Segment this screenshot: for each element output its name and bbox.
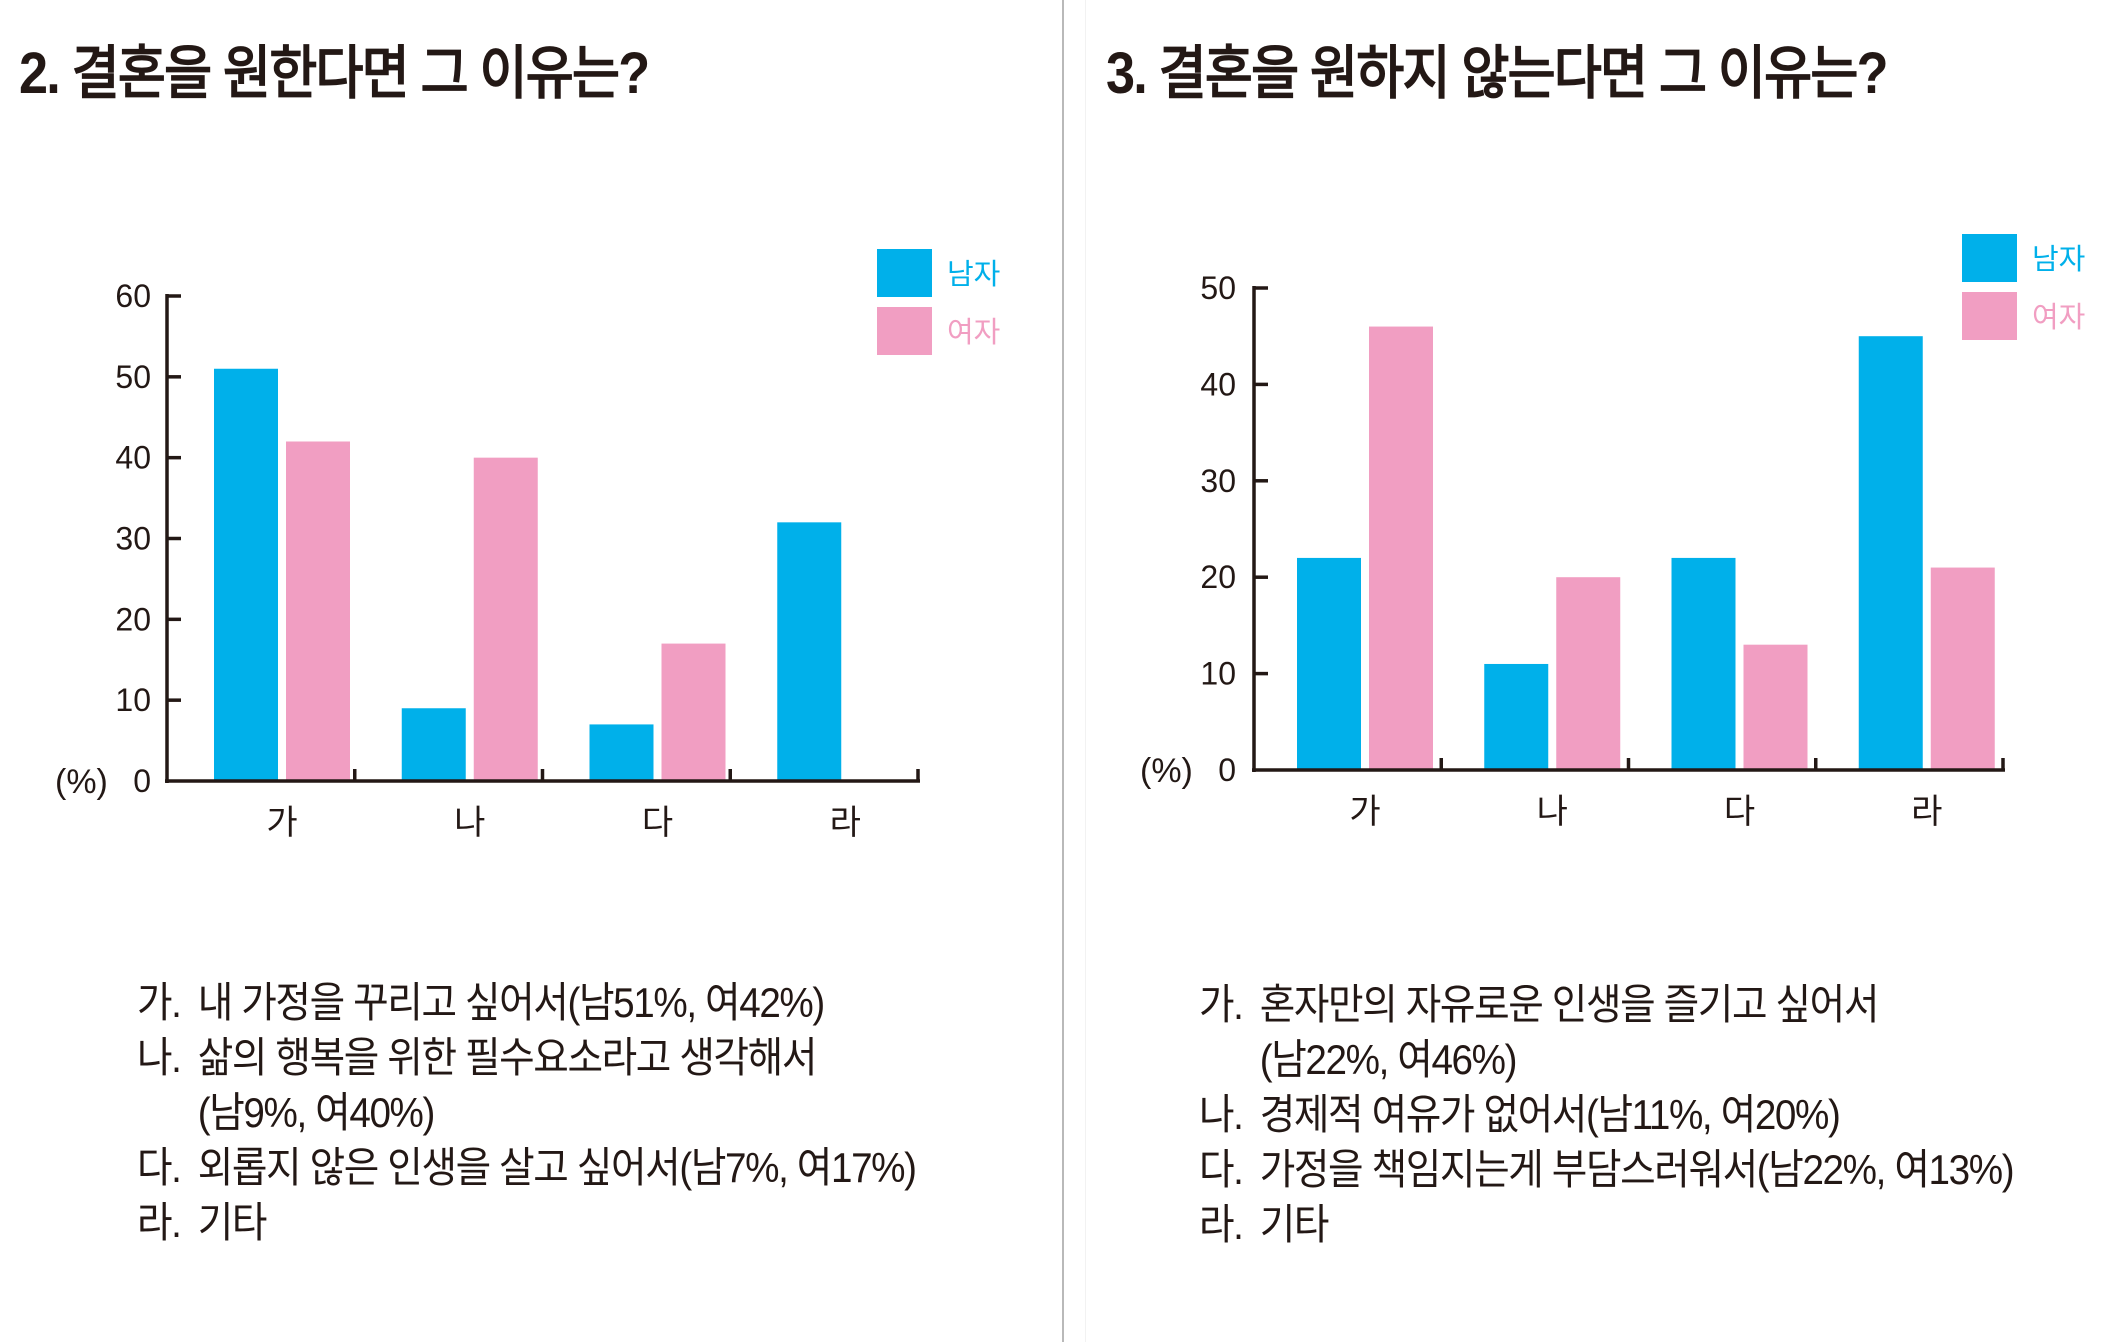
legend-label-male: 남자 <box>2032 242 2085 276</box>
x-category-label: 가 <box>1349 792 1380 832</box>
y-tick-label: 20 <box>115 601 151 637</box>
legend-swatch-female <box>877 307 932 355</box>
reason-item: 나. 경제적 여유가 없어서(남11%, 여20%) <box>1199 1087 2013 1142</box>
reason-label: 가. <box>137 979 182 1026</box>
bar-female-0 <box>286 441 350 781</box>
legend-label-female: 여자 <box>2032 300 2085 334</box>
reason-text: 삶의 행복을 위한 필수요소라고 생각해서 <box>197 1034 818 1081</box>
reason-label: 라. <box>137 1199 182 1246</box>
y-tick-label: 60 <box>115 278 151 314</box>
y-axis-unit-label: (%) <box>1140 752 1193 790</box>
y-tick-label: 30 <box>1200 463 1236 499</box>
reason-item: 가. 혼자만의 자유로운 인생을 즐기고 싶어서 <box>1199 977 2013 1032</box>
y-tick-label: 40 <box>115 440 151 476</box>
reason-text: 내 가정을 꾸리고 싶어서(남51%, 여42%) <box>197 979 826 1026</box>
reason-label: 라. <box>1199 1201 1244 1248</box>
bar-female-2 <box>1743 644 1808 770</box>
legend-swatch-male <box>1962 234 2017 282</box>
bar-female-0 <box>1369 326 1433 770</box>
chart-panel-not-want-marriage: 3. 결혼을 원하지 않는다면 그 이유는? 0 10 20 30 40 50 (%) 가 나 다… <box>1064 0 2124 1342</box>
bar-male-2 <box>589 724 654 781</box>
legend-label-female: 여자 <box>947 315 1000 349</box>
reason-text: (남9%, 여40%) <box>197 1089 436 1136</box>
bar-male-3 <box>777 522 842 781</box>
x-category-label: 나 <box>454 803 485 843</box>
bar-male-2 <box>1671 557 1736 770</box>
reason-label: 다. <box>137 1144 182 1191</box>
reason-item: 가. 내 가정을 꾸리고 싶어서(남51%, 여42%) <box>137 975 916 1030</box>
y-tick-label: 40 <box>1200 366 1236 402</box>
panel-divider <box>1062 0 1064 1342</box>
chart-title: 2. 결혼을 원한다면 그 이유는? <box>19 41 650 106</box>
x-category-label: 나 <box>1537 792 1568 832</box>
reason-label: 나. <box>137 1034 182 1081</box>
y-tick-label: 50 <box>115 359 151 395</box>
bar-male-0 <box>214 368 278 781</box>
legend-label-male: 남자 <box>947 257 1000 291</box>
y-tick-label: 0 <box>1218 752 1236 788</box>
y-tick-label: 10 <box>115 682 151 718</box>
bar-male-0 <box>1297 557 1361 770</box>
chart-title: 3. 결혼을 원하지 않는다면 그 이유는? <box>1106 41 1888 106</box>
x-category-label: 다 <box>1724 792 1755 832</box>
bar-male-1 <box>1484 663 1549 770</box>
reason-item: 다. 가정을 책임지는게 부담스러워서(남22%, 여13%) <box>1199 1142 2015 1197</box>
y-tick-label: 0 <box>133 763 151 799</box>
reason-text: 혼자만의 자유로운 인생을 즐기고 싶어서 <box>1259 981 1880 1028</box>
bar-female-1 <box>473 457 538 781</box>
reason-label: 가. <box>1199 981 1244 1028</box>
y-tick-label: 10 <box>1200 656 1236 692</box>
reason-list: 가. 혼자만의 자유로운 인생을 즐기고 싶어서 (남22%, 여46%) 나. 경제적… <box>1199 977 2084 1252</box>
y-tick-label: 50 <box>1200 270 1236 306</box>
reason-list: 가. 내 가정을 꾸리고 싶어서(남51%, 여42%) 나. 삶의 행복을 위한 필… <box>137 975 983 1250</box>
y-tick-label: 20 <box>1200 559 1236 595</box>
bar-female-2 <box>661 643 726 781</box>
reason-text: 기타 <box>197 1199 268 1246</box>
bar-female-1 <box>1556 577 1621 770</box>
x-category-label: 다 <box>642 803 673 843</box>
chart-panel-want-marriage: 2. 결혼을 원한다면 그 이유는? 0 10 20 30 40 50 60 (%) 가 나 다 라 남… <box>19 41 1000 1250</box>
reason-text: 외롭지 않은 인생을 살고 싶어서(남7%, 여17%) <box>197 1144 917 1191</box>
reason-item: 라. 기타 <box>1199 1197 2013 1252</box>
y-axis-unit-label: (%) <box>55 763 108 801</box>
bar-male-1 <box>401 708 466 781</box>
reason-item: (남22%, 여46%) <box>1199 1032 2013 1087</box>
panel-divider-light <box>1085 0 1086 1342</box>
x-category-label: 가 <box>266 803 297 843</box>
reason-text: 기타 <box>1259 1201 1330 1248</box>
reason-label: 다. <box>1199 1146 1244 1193</box>
x-category-label: 라 <box>1911 792 1942 832</box>
reason-item: 다. 외롭지 않은 인생을 살고 싶어서(남7%, 여17%) <box>137 1140 917 1195</box>
reason-text: (남22%, 여46%) <box>1259 1036 1518 1083</box>
reason-item: (남9%, 여40%) <box>137 1085 916 1140</box>
reason-text: 경제적 여유가 없어서(남11%, 여20%) <box>1259 1091 1841 1138</box>
reason-item: 나. 삶의 행복을 위한 필수요소라고 생각해서 <box>137 1030 916 1085</box>
reason-item: 라. 기타 <box>137 1195 916 1250</box>
reason-label: 나. <box>1199 1091 1244 1138</box>
x-category-label: 라 <box>830 803 861 843</box>
bar-male-3 <box>1858 336 1923 770</box>
legend-swatch-female <box>1962 292 2017 340</box>
bar-female-3 <box>1930 567 1995 770</box>
legend-swatch-male <box>877 249 932 297</box>
y-tick-label: 30 <box>115 521 151 557</box>
reason-text: 가정을 책임지는게 부담스러워서(남22%, 여13%) <box>1259 1146 2015 1193</box>
